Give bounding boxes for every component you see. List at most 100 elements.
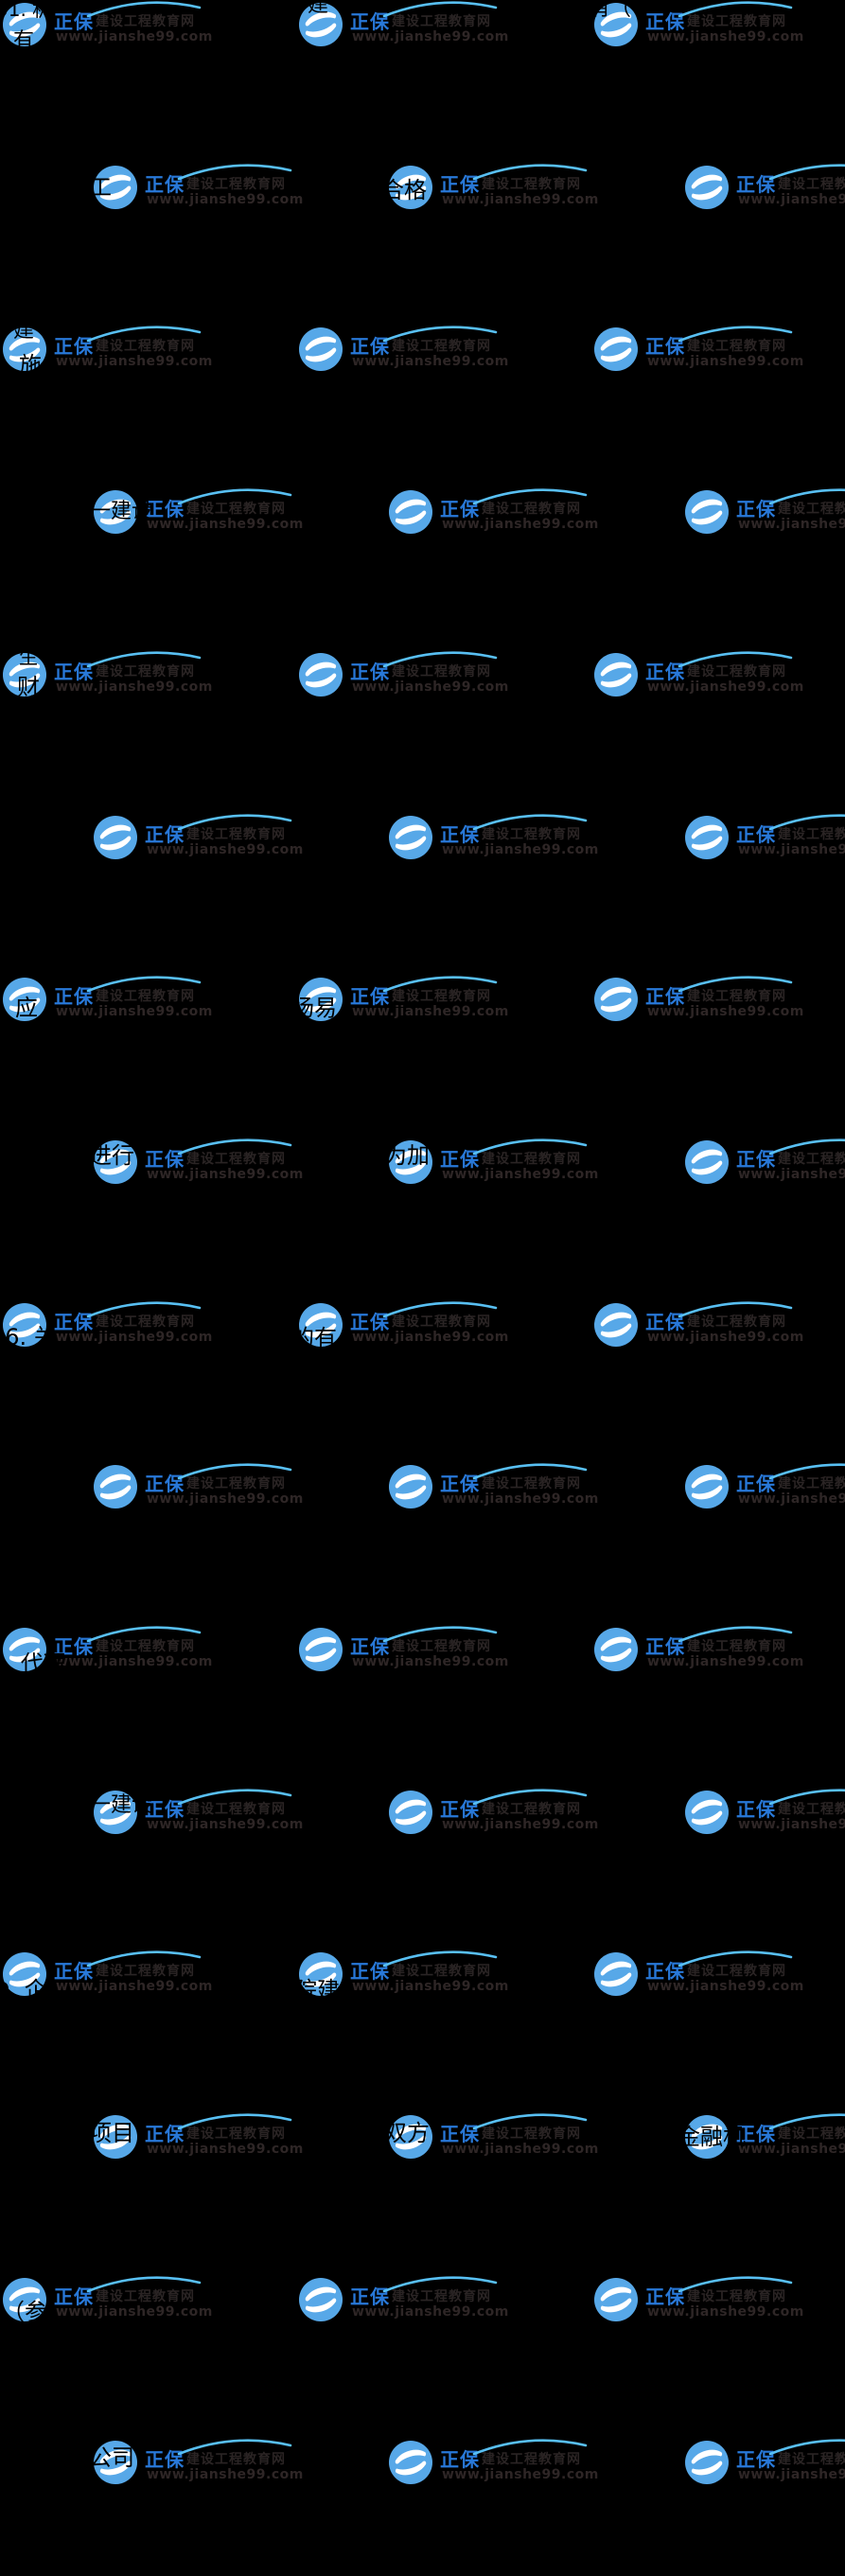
watermark: 正保 建设工程教育网 www.jianshe99.com	[389, 2438, 598, 2489]
watermark-brand: 正保	[350, 1960, 390, 1984]
watermark-url: www.jianshe99.com	[147, 841, 304, 857]
document-text-fragment: 进行	[89, 1142, 134, 1169]
watermark-brand: 正保	[645, 10, 685, 33]
watermark-brand: 正保	[736, 2447, 776, 2471]
zhengbao-logo-icon	[3, 978, 46, 1022]
arc-swoosh-icon	[177, 1138, 292, 1156]
arc-swoosh-icon	[472, 488, 588, 505]
watermark-site-name: 建设工程教育网	[186, 502, 286, 518]
arc-swoosh-icon	[382, 326, 498, 343]
watermark-brand: 正保	[350, 1310, 390, 1333]
document-text-fragment: 公司	[89, 2444, 134, 2471]
watermark-site-name: 建设工程教育网	[687, 339, 786, 355]
watermark-brand: 正保	[440, 2447, 480, 2471]
watermark: 正保 建设工程教育网 www.jianshe99.com	[685, 1462, 845, 1513]
watermark-brand: 正保	[145, 2123, 185, 2146]
arc-swoosh-icon	[382, 1301, 498, 1317]
document-text-fragment: 一建设	[90, 1793, 153, 1817]
watermark-site-name: 建设工程教育网	[778, 1801, 845, 1817]
zhengbao-logo-icon	[299, 1628, 343, 1671]
watermark-brand: 正保	[145, 822, 185, 846]
watermark-url: www.jianshe99.com	[352, 679, 509, 695]
arc-swoosh-icon	[86, 326, 202, 343]
zhengbao-logo-icon	[594, 1302, 638, 1347]
watermark-url: www.jianshe99.com	[352, 354, 509, 370]
zhengbao-logo-icon	[3, 3, 46, 46]
watermark: 正保 建设工程教育网 www.jianshe99.com	[3, 2275, 212, 2326]
document-text-fragment: 的有	[291, 1325, 337, 1351]
zhengbao-logo-icon	[389, 1790, 432, 1834]
watermark-brand: 正保	[440, 172, 480, 196]
watermark-site-name: 建设工程教育网	[186, 2451, 286, 2467]
watermark: 正保 建设工程教育网 www.jianshe99.com	[94, 2112, 303, 2163]
zhengbao-logo-icon	[3, 1302, 46, 1347]
watermark-url: www.jianshe99.com	[147, 2466, 304, 2482]
watermark-site-name: 建设工程教育网	[687, 989, 786, 1005]
watermark-brand: 正保	[350, 335, 390, 359]
watermark: 正保 建设工程教育网 www.jianshe99.com	[594, 2275, 803, 2326]
watermark-url: www.jianshe99.com	[442, 2142, 599, 2158]
document-text-fragment: 为加	[384, 1142, 430, 1169]
document-text-fragment: 财	[17, 674, 40, 700]
watermark: 正保 建设工程教育网 www.jianshe99.com	[3, 1300, 212, 1351]
arc-swoosh-icon	[768, 1789, 845, 1805]
zhengbao-logo-icon	[685, 2115, 729, 2160]
watermark-url: www.jianshe99.com	[352, 1004, 509, 1020]
watermark-brand: 正保	[145, 1147, 185, 1171]
document-text-fragment: 施工	[66, 174, 112, 201]
watermark-site-name: 建设工程教育网	[482, 1801, 581, 1817]
arc-swoosh-icon	[382, 1626, 498, 1643]
zhengbao-logo-icon	[3, 1952, 46, 1997]
watermark: 正保 建设工程教育网 www.jianshe99.com	[594, 975, 803, 1026]
watermark: 正保 建设工程教育网 www.jianshe99.com	[389, 163, 598, 214]
zhengbao-logo-icon	[594, 1628, 638, 1671]
watermark-site-name: 建设工程教育网	[96, 339, 195, 355]
watermark: 正保 建设工程教育网 www.jianshe99.com	[685, 487, 845, 538]
watermark-url: www.jianshe99.com	[56, 29, 213, 44]
watermark-brand: 正保	[54, 1310, 94, 1333]
arc-swoosh-icon	[177, 813, 292, 830]
zhengbao-logo-icon	[389, 1465, 432, 1509]
document-text-fragment: 量合格	[359, 177, 427, 203]
watermark: 正保 建设工程教育网 www.jianshe99.com	[3, 975, 212, 1026]
watermark-url: www.jianshe99.com	[56, 1004, 213, 1020]
watermark-site-name: 建设工程教育网	[186, 176, 286, 192]
watermark-url: www.jianshe99.com	[56, 1654, 213, 1669]
watermark-brand: 正保	[645, 660, 685, 683]
zhengbao-logo-icon	[94, 490, 137, 535]
watermark: 正保 建设工程教育网 www.jianshe99.com	[389, 1138, 598, 1189]
watermark: 正保 建设工程教育网 www.jianshe99.com	[94, 1788, 303, 1839]
zhengbao-logo-icon	[594, 2277, 638, 2321]
watermark-site-name: 建设工程教育网	[687, 14, 786, 29]
watermark-url: www.jianshe99.com	[738, 1491, 845, 1508]
watermark-url: www.jianshe99.com	[647, 679, 804, 695]
watermark: 正保 建设工程教育网 www.jianshe99.com	[3, 325, 212, 376]
arc-swoosh-icon	[472, 2438, 588, 2455]
arc-swoosh-icon	[177, 1463, 292, 1480]
watermark-brand: 正保	[350, 10, 390, 33]
watermark-brand: 正保	[645, 1310, 685, 1333]
document-text-fragment: 应	[15, 995, 38, 1021]
watermark-site-name: 建设工程教育网	[186, 2126, 286, 2143]
arc-swoosh-icon	[768, 2438, 845, 2455]
zhengbao-logo-icon	[3, 327, 46, 372]
watermark-url: www.jianshe99.com	[56, 354, 213, 370]
document-text-fragment: 建	[308, 0, 329, 17]
watermark-brand: 正保	[145, 2447, 185, 2471]
watermark: 正保 建设工程教育网 www.jianshe99.com	[685, 2438, 845, 2489]
watermark-site-name: 建设工程教育网	[392, 1314, 491, 1330]
watermark-url: www.jianshe99.com	[352, 1979, 509, 1995]
zhengbao-logo-icon	[685, 1465, 729, 1509]
watermark: 正保 建设工程教育网 www.jianshe99.com	[685, 1138, 845, 1189]
zhengbao-logo-icon	[594, 327, 638, 372]
watermark-url: www.jianshe99.com	[56, 679, 213, 695]
document-text-fragment: 生	[19, 645, 38, 668]
watermark-url: www.jianshe99.com	[56, 1329, 213, 1345]
watermark-site-name: 建设工程教育网	[186, 826, 286, 842]
zhengbao-logo-icon	[299, 2277, 343, 2321]
watermark-brand: 正保	[645, 1635, 685, 1658]
watermark: 正保 建设工程教育网 www.jianshe99.com	[389, 2112, 598, 2163]
watermark: 正保 建设工程教育网 www.jianshe99.com	[389, 813, 598, 864]
watermark: 正保 建设工程教育网 www.jianshe99.com	[594, 650, 803, 701]
watermark-brand: 正保	[736, 2123, 776, 2146]
